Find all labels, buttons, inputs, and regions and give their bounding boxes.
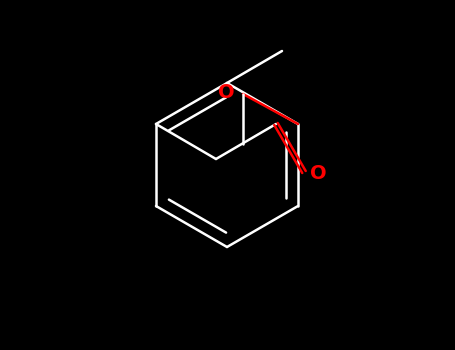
Text: O: O bbox=[310, 164, 327, 183]
Text: O: O bbox=[218, 83, 235, 102]
